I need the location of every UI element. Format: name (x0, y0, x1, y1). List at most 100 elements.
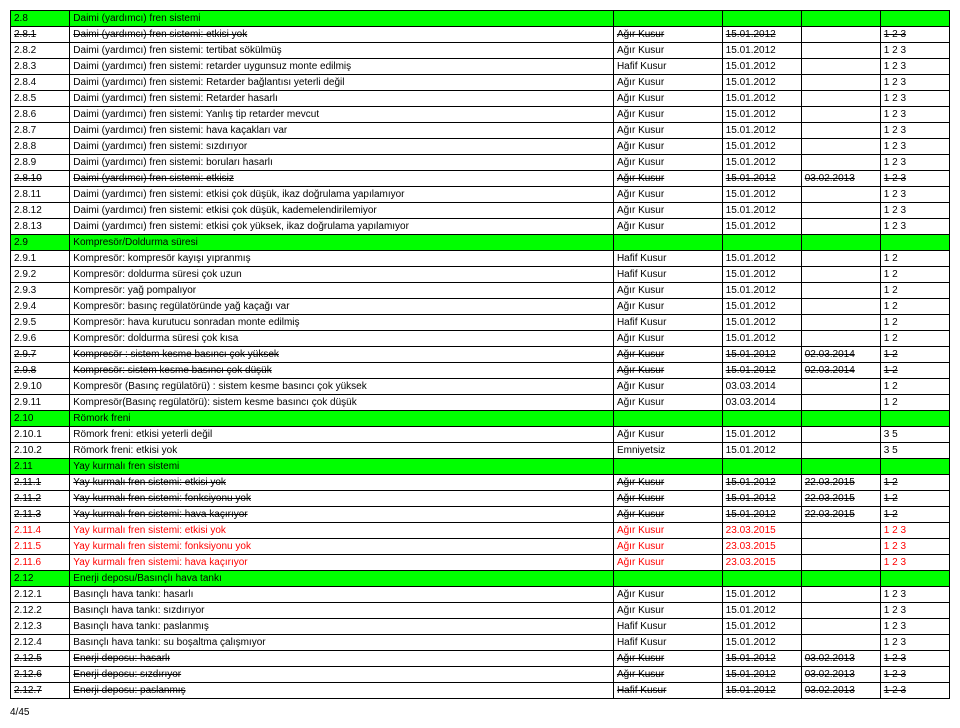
cell-desc: Enerji deposu: hasarlı (70, 651, 614, 667)
cell-d1: 15.01.2012 (722, 75, 801, 91)
cell-desc: Daimi (yardımcı) fren sistemi: sızdırıyo… (70, 139, 614, 155)
cell-kusur: Hafif Kusur (613, 315, 722, 331)
cell-code: 2.12.5 (11, 651, 70, 667)
cell-code: 2.11.3 (11, 507, 70, 523)
cell-d1: 15.01.2012 (722, 427, 801, 443)
table-row: 2.8.13Daimi (yardımcı) fren sistemi: etk… (11, 219, 950, 235)
cell-desc: Kompresör: doldurma süresi çok uzun (70, 267, 614, 283)
cell-code: 2.12.6 (11, 667, 70, 683)
cell-lvl: 1 2 3 (880, 155, 949, 171)
cell-desc: Yay kurmalı fren sistemi: etkisi yok (70, 523, 614, 539)
cell-d2 (801, 107, 880, 123)
cell-code: 2.8.1 (11, 27, 70, 43)
table-row: 2.9.4Kompresör: basınç regülatöründe yağ… (11, 299, 950, 315)
cell-lvl: 1 2 (880, 475, 949, 491)
cell-code: 2.9.7 (11, 347, 70, 363)
cell-lvl: 1 2 3 (880, 43, 949, 59)
cell-lvl: 1 2 3 (880, 187, 949, 203)
cell-desc: Yay kurmalı fren sistemi: fonksiyonu yok (70, 539, 614, 555)
cell-kusur: Ağır Kusur (613, 123, 722, 139)
cell-kusur: Ağır Kusur (613, 587, 722, 603)
cell-d1: 23.03.2015 (722, 539, 801, 555)
cell-code: 2.9.1 (11, 251, 70, 267)
cell-kusur: Ağır Kusur (613, 43, 722, 59)
cell-lvl (880, 235, 949, 251)
cell-d1: 15.01.2012 (722, 443, 801, 459)
cell-d2 (801, 523, 880, 539)
cell-kusur (613, 235, 722, 251)
cell-d1: 15.01.2012 (722, 283, 801, 299)
cell-d2: 03.02.2013 (801, 171, 880, 187)
cell-kusur: Ağır Kusur (613, 139, 722, 155)
cell-kusur: Ağır Kusur (613, 187, 722, 203)
cell-d1: 15.01.2012 (722, 331, 801, 347)
table-row: 2.11Yay kurmalı fren sistemi (11, 459, 950, 475)
cell-lvl: 1 2 3 (880, 587, 949, 603)
table-row: 2.8.6Daimi (yardımcı) fren sistemi: Yanl… (11, 107, 950, 123)
cell-code: 2.12.3 (11, 619, 70, 635)
cell-desc: Basınçlı hava tankı: paslanmış (70, 619, 614, 635)
table-row: 2.12.7Enerji deposu: paslanmışHafif Kusu… (11, 683, 950, 699)
table-row: 2.12.4Basınçlı hava tankı: su boşaltma ç… (11, 635, 950, 651)
cell-d1: 15.01.2012 (722, 347, 801, 363)
cell-d2 (801, 59, 880, 75)
cell-kusur: Ağır Kusur (613, 603, 722, 619)
cell-d2 (801, 299, 880, 315)
cell-desc: Kompresör : sistem kesme basıncı çok yük… (70, 347, 614, 363)
cell-desc: Kompresör: doldurma süresi çok kısa (70, 331, 614, 347)
cell-d1: 15.01.2012 (722, 251, 801, 267)
cell-desc: Yay kurmalı fren sistemi: etkisi yok (70, 475, 614, 491)
cell-lvl: 1 2 (880, 251, 949, 267)
cell-lvl: 1 2 3 (880, 603, 949, 619)
table-row: 2.11.4Yay kurmalı fren sistemi: etkisi y… (11, 523, 950, 539)
cell-kusur: Ağır Kusur (613, 427, 722, 443)
cell-d1: 15.01.2012 (722, 635, 801, 651)
cell-lvl: 1 2 3 (880, 619, 949, 635)
cell-desc: Yay kurmalı fren sistemi: hava kaçırıyor (70, 507, 614, 523)
cell-d2 (801, 443, 880, 459)
cell-code: 2.10 (11, 411, 70, 427)
cell-d1: 15.01.2012 (722, 203, 801, 219)
cell-code: 2.11 (11, 459, 70, 475)
cell-d1: 15.01.2012 (722, 123, 801, 139)
cell-code: 2.9.6 (11, 331, 70, 347)
cell-d2 (801, 139, 880, 155)
cell-kusur (613, 11, 722, 27)
cell-kusur: Ağır Kusur (613, 395, 722, 411)
cell-desc: Kompresör: sistem kesme basıncı çok düşü… (70, 363, 614, 379)
cell-code: 2.8.11 (11, 187, 70, 203)
cell-code: 2.9.8 (11, 363, 70, 379)
table-row: 2.9Kompresör/Doldurma süresi (11, 235, 950, 251)
cell-kusur: Ağır Kusur (613, 363, 722, 379)
cell-code: 2.12.4 (11, 635, 70, 651)
cell-lvl: 1 2 3 (880, 75, 949, 91)
cell-code: 2.8.10 (11, 171, 70, 187)
table-row: 2.11.6Yay kurmalı fren sistemi: hava kaç… (11, 555, 950, 571)
cell-lvl (880, 11, 949, 27)
cell-kusur: Ağır Kusur (613, 475, 722, 491)
cell-d1: 15.01.2012 (722, 219, 801, 235)
cell-lvl: 1 2 3 (880, 555, 949, 571)
table-row: 2.8.1Daimi (yardımcı) fren sistemi: etki… (11, 27, 950, 43)
cell-d2 (801, 315, 880, 331)
cell-d2 (801, 411, 880, 427)
cell-desc: Basınçlı hava tankı: sızdırıyor (70, 603, 614, 619)
cell-kusur: Ağır Kusur (613, 155, 722, 171)
cell-lvl (880, 571, 949, 587)
cell-d1: 15.01.2012 (722, 507, 801, 523)
page-footer: 4/45 (10, 707, 950, 718)
cell-d2 (801, 219, 880, 235)
cell-code: 2.8.2 (11, 43, 70, 59)
cell-d2: 02.03.2014 (801, 347, 880, 363)
cell-kusur: Ağır Kusur (613, 75, 722, 91)
cell-kusur: Ağır Kusur (613, 667, 722, 683)
cell-d2 (801, 571, 880, 587)
cell-code: 2.8.5 (11, 91, 70, 107)
cell-desc: Daimi (yardımcı) fren sistemi: etkisi ço… (70, 203, 614, 219)
cell-kusur: Ağır Kusur (613, 347, 722, 363)
table-row: 2.11.2Yay kurmalı fren sistemi: fonksiyo… (11, 491, 950, 507)
cell-d2 (801, 603, 880, 619)
table-row: 2.8Daimi (yardımcı) fren sistemi (11, 11, 950, 27)
cell-lvl: 1 2 3 (880, 171, 949, 187)
cell-d2 (801, 251, 880, 267)
